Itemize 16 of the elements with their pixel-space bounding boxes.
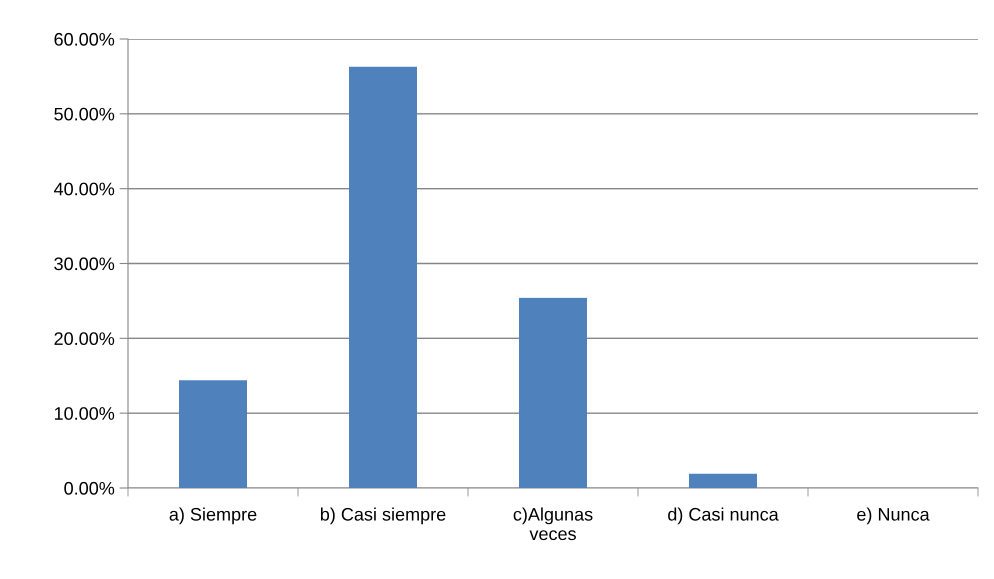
x-tick-label: d) Casi nunca xyxy=(668,507,779,524)
x-tick-label: b) Casi siempre xyxy=(320,507,446,524)
bar xyxy=(519,298,587,488)
x-tick-label: c)Algunas veces xyxy=(514,507,592,540)
y-tick-label: 60.00% xyxy=(54,32,114,46)
y-tick-label: 50.00% xyxy=(54,108,114,121)
y-tick-label: 30.00% xyxy=(54,257,114,270)
y-tick-label: 0.00% xyxy=(64,482,114,495)
y-tick-label: 10.00% xyxy=(54,407,114,420)
x-tick-label: e) Nunca xyxy=(857,507,930,524)
bar xyxy=(179,380,247,488)
x-tick-label: a) Siempre xyxy=(170,507,256,524)
y-tick-label: 40.00% xyxy=(54,182,114,196)
y-tick-label: 20.00% xyxy=(54,332,114,346)
bar xyxy=(349,66,417,488)
bar xyxy=(689,474,757,488)
